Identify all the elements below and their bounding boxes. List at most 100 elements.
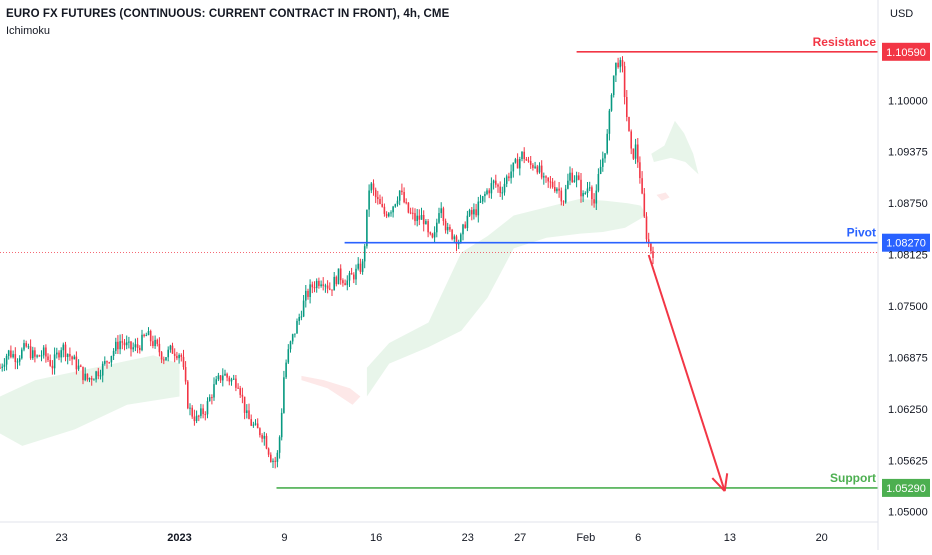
candle-body-263 xyxy=(573,180,576,182)
candle-body-3 xyxy=(5,355,8,365)
candle-body-160 xyxy=(348,273,351,281)
candle-body-227 xyxy=(495,180,497,185)
candle-body-87 xyxy=(189,407,191,409)
candle-body-97 xyxy=(211,397,213,399)
candle-body-272 xyxy=(593,199,595,204)
candle-body-106 xyxy=(230,379,233,382)
candle-body-255 xyxy=(556,188,558,192)
candle-body-137 xyxy=(298,317,300,321)
candle-body-58 xyxy=(125,342,128,346)
time-tick-6: Feb xyxy=(576,532,595,544)
candle-body-124 xyxy=(270,454,272,462)
candle-body-123 xyxy=(267,448,270,455)
candle-body-21 xyxy=(45,347,47,357)
candle-body-116 xyxy=(252,424,255,426)
candle-body-239 xyxy=(521,151,523,159)
candle-body-285 xyxy=(621,60,624,67)
candle-body-293 xyxy=(639,162,641,179)
candle-body-72 xyxy=(156,339,159,344)
candle-body-270 xyxy=(588,187,591,189)
projection-arrow-group xyxy=(647,254,729,492)
candle-body-65 xyxy=(141,334,143,351)
candle-body-132 xyxy=(287,349,290,363)
resistance-price-tag xyxy=(882,42,930,61)
candle-body-203 xyxy=(442,208,445,221)
cloud-segment-1 xyxy=(301,375,361,405)
candle-body-158 xyxy=(344,283,346,286)
candle-body-104 xyxy=(226,373,228,378)
candle-body-134 xyxy=(291,334,294,342)
candle-body-95 xyxy=(206,401,209,415)
candle-body-20 xyxy=(42,347,45,356)
candle-body-249 xyxy=(543,176,545,178)
candle-body-276 xyxy=(602,158,604,167)
candle-body-245 xyxy=(534,166,536,168)
candle-body-79 xyxy=(171,345,174,354)
candle-body-275 xyxy=(599,166,602,174)
candle-body-126 xyxy=(274,460,276,462)
candle-body-141 xyxy=(307,290,309,297)
candle-body-85 xyxy=(184,367,187,382)
candle-body-206 xyxy=(449,227,451,230)
candle-body-217 xyxy=(473,209,475,215)
candle-body-49 xyxy=(106,361,108,363)
candle-body-64 xyxy=(139,347,141,351)
candle-body-41 xyxy=(88,378,91,380)
candle-body-194 xyxy=(422,215,425,225)
candle-body-63 xyxy=(136,344,139,348)
candle-body-291 xyxy=(634,144,637,159)
candle-body-214 xyxy=(466,215,469,228)
candle-body-221 xyxy=(481,196,484,202)
candle-body-159 xyxy=(346,280,349,286)
candle-body-75 xyxy=(163,359,165,361)
pivot-price-tag-text: 1.08270 xyxy=(886,238,926,250)
candle-body-77 xyxy=(167,349,169,358)
candle-body-46 xyxy=(99,375,102,377)
candle-body-67 xyxy=(145,335,148,336)
candle-body-155 xyxy=(337,268,340,285)
time-tick-8: 13 xyxy=(724,532,736,544)
candle-body-238 xyxy=(519,159,521,169)
candle-body-70 xyxy=(152,341,154,346)
candle-body-295 xyxy=(643,193,646,217)
candle-body-127 xyxy=(276,452,279,462)
projection-arrow[interactable] xyxy=(647,254,726,492)
candle-body-228 xyxy=(497,184,499,187)
candle-body-107 xyxy=(232,378,235,380)
price-tick-0: 1.10000 xyxy=(888,95,928,107)
candle-body-138 xyxy=(300,316,303,318)
candle-body-18 xyxy=(38,355,41,357)
candle-body-110 xyxy=(239,388,241,395)
candle-body-150 xyxy=(326,285,329,289)
candle-body-230 xyxy=(501,192,504,194)
candle-body-156 xyxy=(339,268,342,281)
candle-body-264 xyxy=(575,175,578,181)
candle-body-162 xyxy=(353,274,355,280)
candle-body-251 xyxy=(547,177,549,182)
candle-body-86 xyxy=(187,381,189,409)
candle-body-190 xyxy=(414,213,416,222)
candle-body-82 xyxy=(178,355,180,359)
price-tick-4: 1.07500 xyxy=(888,301,928,313)
arrow-head-stroke-1 xyxy=(723,473,729,492)
candle-body-265 xyxy=(578,175,580,180)
candle-body-1 xyxy=(1,366,3,368)
candle-body-140 xyxy=(305,290,307,301)
candle-body-100 xyxy=(217,375,220,380)
candle-body-205 xyxy=(446,227,449,231)
candle-body-197 xyxy=(429,232,432,234)
candle-body-44 xyxy=(95,371,97,380)
candle-body-191 xyxy=(416,215,418,221)
candle-body-207 xyxy=(451,229,453,240)
candle-body-50 xyxy=(108,362,110,364)
candle-body-219 xyxy=(477,201,480,216)
candle-body-216 xyxy=(471,210,473,215)
candle-body-48 xyxy=(104,361,106,364)
indicator-label[interactable]: Ichimoku xyxy=(6,25,51,37)
candle-body-168 xyxy=(366,209,368,247)
candle-body-202 xyxy=(440,208,442,214)
symbol-title[interactable]: EURO FX FUTURES (CONTINUOUS: CURRENT CON… xyxy=(6,8,450,20)
candle-body-299 xyxy=(652,251,654,258)
